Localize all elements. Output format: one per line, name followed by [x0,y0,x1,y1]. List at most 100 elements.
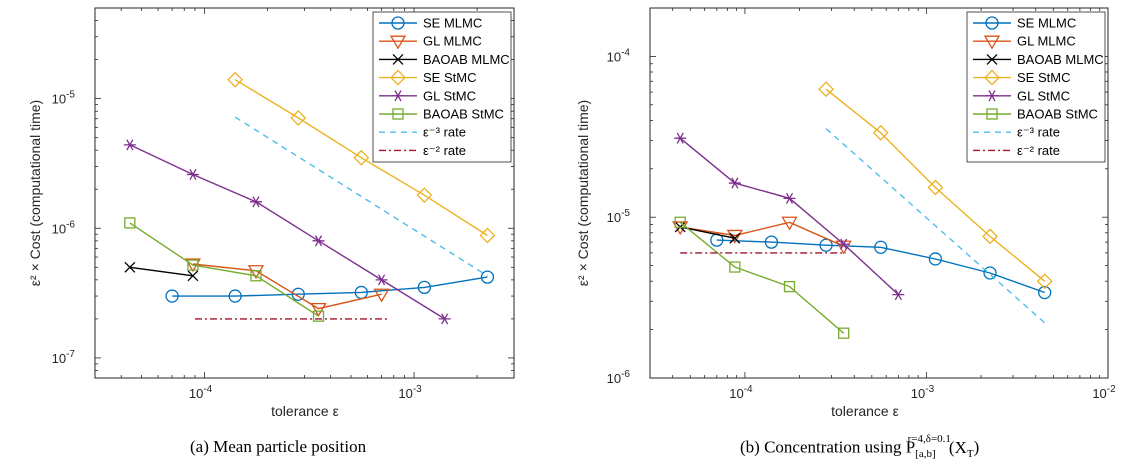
axis-ticks [94,7,515,379]
caption-b: (b) Concentration using P[a,b]r=4,δ=0.1(… [740,433,980,461]
y-tick-label: 10-4 [607,47,631,64]
legend-marker-se-mlmc [391,16,405,30]
data-point-gl-stmc [728,177,741,189]
data-point-gl-mlmc [373,288,390,303]
y-axis-label: ε² × Cost (computational time) [575,100,591,286]
data-point-se-mlmc [874,240,888,254]
data-point-se-mlmc [291,287,305,301]
series-line-gl-mlmc [192,263,382,310]
series-line-gl-mlmc [680,221,844,247]
data-point-baoab-stmc [674,216,686,228]
legend-marker-baoab-stmc [392,108,404,120]
legend-label-gl-mlmc: GL MLMC [1017,34,1076,49]
axis-ticks [649,7,1109,379]
data-point-baoab-mlmc [729,232,741,244]
data-point-gl-mlmc [726,229,743,244]
data-point-gl-mlmc [781,216,798,231]
legend-box [966,11,1106,163]
y-tick-label: 10-6 [52,219,76,236]
legend-label-gl-stmc: GL StMC [423,88,476,103]
data-point-se-stmc [927,179,944,196]
data-point-se-stmc [353,149,370,166]
legend-label-se-stmc: SE StMC [423,70,476,85]
data-point-gl-stmc [438,313,451,325]
legend-marker-baoab-mlmc [392,53,404,65]
data-point-se-mlmc [764,235,779,249]
data-point-gl-stmc [249,196,262,208]
x-tick-label: 10-3 [911,384,935,401]
y-tick-label: 10-5 [52,90,76,107]
data-point-baoab-stmc [187,259,199,271]
legend-label-eps-2-rate: ε⁻² rate [1017,143,1060,158]
legend-marker-baoab-stmc [986,108,998,120]
data-point-se-mlmc [165,289,179,303]
legend-marker-baoab-mlmc [986,53,998,65]
series-line-se-mlmc [172,276,488,297]
legend-marker-se-stmc [390,69,406,86]
data-point-baoab-mlmc [187,270,199,282]
x-tick-label: 10-2 [1092,384,1116,401]
y-tick-label: 10-6 [607,369,631,386]
data-point-se-mlmc [1038,285,1052,300]
data-point-baoab-stmc [838,327,850,339]
data-point-baoab-stmc [783,280,796,293]
series-line-gl-stmc [129,144,446,320]
data-point-se-mlmc [480,270,495,284]
legend-label-eps-3-rate: ε⁻³ rate [423,125,466,140]
legend-label-baoab-mlmc: BAOAB MLMC [423,52,510,67]
x-tick-label: 10-3 [398,384,422,401]
series-line-se-stmc [234,79,488,237]
series-line-baoab-stmc [129,222,319,317]
legend-marker-gl-stmc [986,90,998,102]
legend: SE MLMC GL MLMC BAOAB MLMC SE StMC GL StMC BA… [966,11,1106,163]
legend-label-gl-mlmc: GL MLMC [423,34,482,49]
chart-panel-b: 10-4 10-3 10-2 10-6 10-5 10-4 tolerance ε ε² × … [575,7,1116,419]
legend-label-eps-2-rate: ε⁻² rate [423,143,466,158]
series-group [123,71,496,325]
data-point-se-mlmc [928,252,943,266]
data-point-se-stmc [290,109,307,126]
data-point-se-stmc [818,81,835,98]
x-tick-label: 10-4 [729,384,753,401]
data-point-gl-stmc [783,192,796,204]
series-line-baoab-mlmc [680,226,735,239]
data-point-se-stmc [479,227,496,244]
data-point-gl-stmc [123,139,136,151]
data-point-baoab-stmc [312,310,325,322]
data-point-se-mlmc [417,280,432,295]
legend-label-se-mlmc: SE MLMC [1017,16,1076,31]
legend-marker-gl-stmc [392,90,404,102]
data-point-gl-stmc [674,132,687,144]
legend: SE MLMC GL MLMC BAOAB MLMC SE StMC GL StMC BA… [372,11,512,163]
data-point-gl-stmc [892,289,905,301]
series-line-eps-3-rate [234,116,488,277]
legend-label-baoab-mlmc: BAOAB MLMC [1017,52,1104,67]
data-point-baoab-stmc [250,270,262,282]
legend-label-baoab-stmc: BAOAB StMC [1017,107,1098,122]
series-line-se-stmc [825,88,1046,282]
series-line-se-mlmc [716,239,1045,294]
data-point-se-stmc [416,187,433,204]
data-point-baoab-mlmc [124,261,136,273]
series-line-baoab-stmc [679,221,845,334]
x-tick-label: 10-4 [189,384,213,401]
data-point-gl-stmc [837,238,850,250]
legend-marker-gl-mlmc [983,35,1001,50]
series-line-eps-3-rate [825,128,1046,324]
data-point-se-stmc [227,71,244,88]
y-tick-label: 10-5 [607,208,631,225]
x-axis-label: tolerance ε [831,403,899,419]
chart-panel-a: 10-4 10-3 10-7 10-6 10-5 tolerance ε ε² × Cost… [27,7,515,419]
series-line-baoab-mlmc [129,266,193,277]
legend-marker-se-stmc [984,69,1000,86]
legend-marker-gl-mlmc [389,35,407,50]
data-point-gl-mlmc [310,302,327,317]
y-axis-label: ε² × Cost (computational time) [27,100,43,286]
data-point-se-mlmc [983,266,997,280]
legend-label-eps-3-rate: ε⁻³ rate [1017,125,1060,140]
x-axis-label: tolerance ε [271,403,339,419]
data-point-se-stmc [872,124,889,141]
data-point-se-mlmc [228,289,242,303]
data-point-se-stmc [982,228,998,245]
